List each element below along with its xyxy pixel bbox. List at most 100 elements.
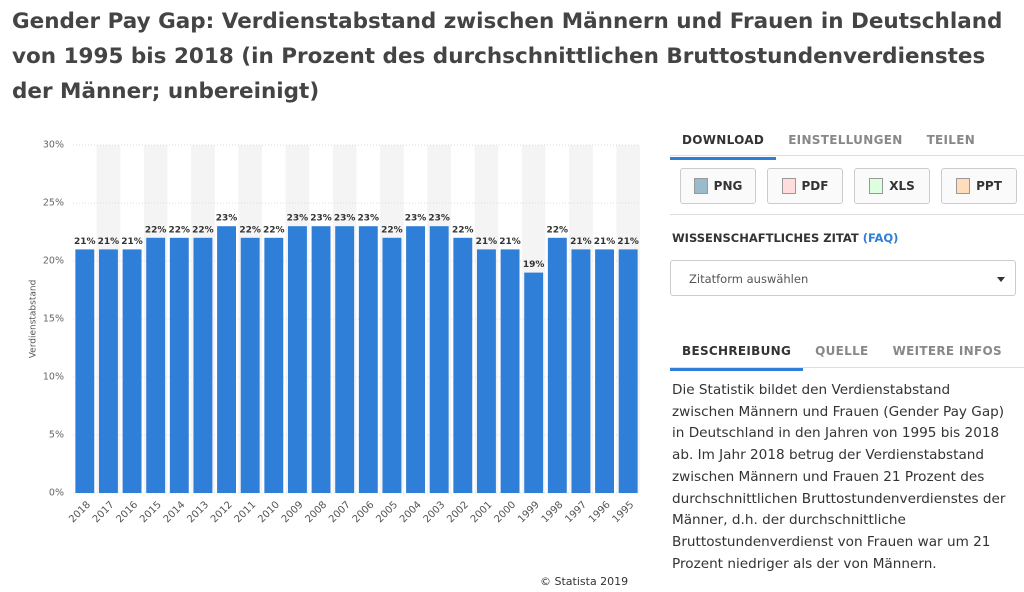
data-label: 21% [98,237,120,247]
x-tick-label: 2008 [304,499,330,525]
x-tick-label: 2002 [445,499,471,525]
bar [217,226,237,493]
bar [547,237,567,493]
y-tick-label: 25% [43,198,64,209]
tab[interactable]: WEITERE INFOS [892,344,1002,358]
tabs: DOWNLOAD EINSTELLUNGEN TEILEN [670,133,987,160]
bar [453,237,473,493]
download-buttons: PNG PDF XLS PPT [680,168,1017,204]
citation-label: WISSENSCHAFTLICHES ZITAT [672,231,859,245]
x-tick-label: 2011 [233,499,259,525]
data-label: 22% [192,225,214,235]
tabs: BESCHREIBUNG QUELLE WEITERE INFOS [670,344,1014,371]
y-tick-label: 5% [49,430,64,441]
data-label: 22% [169,225,191,235]
divider [670,214,1024,215]
divider [670,155,1024,156]
bar [146,237,166,493]
data-label: 23% [287,214,309,224]
bar [193,237,213,493]
bar [406,226,426,493]
citation: WISSENSCHAFTLICHES ZITAT (FAQ) [672,231,898,245]
x-tick-label: 2015 [138,499,164,525]
bar [500,249,520,493]
tab[interactable]: TEILEN [926,133,976,147]
x-tick-label: 2014 [162,499,188,525]
data-label: 22% [452,225,474,235]
bar [618,249,638,493]
data-label: 22% [547,225,569,235]
data-label: 23% [358,214,380,224]
x-tick-label: 1999 [516,499,542,525]
x-tick-label: 2013 [185,499,211,525]
credit: © Statista 2019 [540,575,629,588]
description: Die Statistik bildet den Verdienstabstan… [672,382,1006,572]
x-tick-label: 2007 [327,499,353,525]
bar [240,237,260,493]
bar [122,249,142,493]
bar [75,249,95,493]
y-tick-label: 15% [43,314,64,325]
label: XLS [889,179,915,193]
divider [670,367,1024,368]
data-label: 21% [74,237,96,247]
x-tick-label: 2000 [493,499,519,525]
x-tick-label: 2016 [115,499,141,525]
y-tick-label: 30% [43,140,64,151]
data-label: 23% [334,214,356,224]
tab[interactable]: QUELLE [815,344,869,358]
data-label: 21% [121,237,143,247]
data-label: 22% [263,225,285,235]
x-tick-label: 1998 [540,499,566,525]
data-label: 19% [523,260,545,270]
data-label: 21% [476,237,498,247]
bar [476,249,496,493]
button[interactable]: PPT [941,168,1017,204]
bar [524,272,544,493]
data-label: 21% [499,237,521,247]
label: PDF [801,179,829,193]
bar [98,249,118,493]
button[interactable]: XLS [854,168,930,204]
bar [335,226,355,493]
x-tick-label: 2017 [91,499,117,525]
x-tick-label: 1997 [563,499,589,525]
y-tick-label: 0% [49,488,64,499]
x-tick-label: 2009 [280,499,306,525]
y-tick-label: 10% [43,372,64,383]
button[interactable]: PDF [767,168,843,204]
data-label: 21% [570,237,592,247]
bar [429,226,449,493]
data-label: 21% [617,237,639,247]
faq-link[interactable]: (FAQ) [862,231,899,245]
data-label: 22% [145,225,167,235]
label: PPT [976,179,1002,193]
citation-select[interactable]: Zitatform auswählen [670,260,1016,296]
bar [287,226,307,493]
x-tick-label: 1996 [587,499,613,525]
x-tick-label: 2012 [209,499,235,525]
x-tick-label: 2003 [422,499,448,525]
x-tick-label: 2010 [256,499,282,525]
tab[interactable]: BESCHREIBUNG [670,344,804,371]
data-label: 22% [239,225,261,235]
chart-title: Gender Pay Gap: Verdienstabstand zwische… [12,9,1003,104]
bar [595,249,615,493]
bar [169,237,189,493]
chart: 0% 5% 10% 15% 20% 25% 30% Verdienstabstand 21% 20… [29,140,640,525]
data-label: 23% [405,214,427,224]
tab[interactable]: DOWNLOAD [670,133,777,160]
y-tick-label: 20% [43,256,64,267]
x-tick-label: 2004 [398,499,424,525]
bar [264,237,284,493]
tab[interactable]: EINSTELLUNGEN [788,133,903,147]
button[interactable]: PNG [680,168,756,204]
data-label: 21% [594,237,616,247]
x-tick-label: 2005 [374,499,400,525]
y-axis-label: Verdienstabstand [29,280,39,359]
data-label: 23% [216,214,238,224]
x-tick-label: 2006 [351,499,377,525]
data-label: 23% [310,214,332,224]
bar [358,226,378,493]
